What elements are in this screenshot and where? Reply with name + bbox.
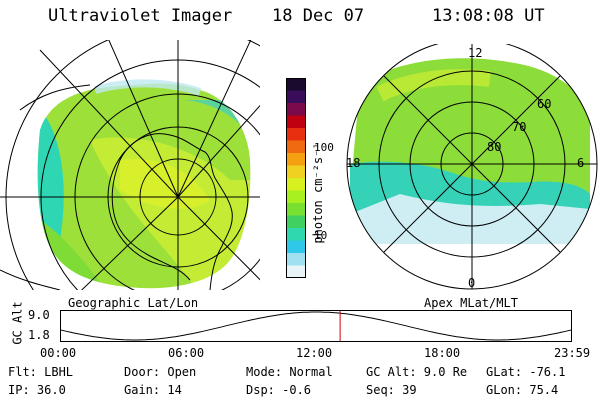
apex-grid [346, 44, 598, 290]
geographic-map [0, 40, 260, 290]
colorbar-swatch [286, 190, 306, 204]
status-mode: Mode: Normal [246, 365, 333, 379]
time-label: 13:08:08 UT [432, 6, 545, 26]
colorbar-unit-label: photon cm⁻²s⁻¹ [311, 142, 325, 244]
colorbar-frame [286, 78, 306, 278]
status-glon: GLon: 75.4 [486, 383, 559, 397]
colorbar-swatch [286, 165, 306, 179]
colorbar-tick-10: 10 [314, 229, 328, 242]
altitude-ylabel: GC Alt [10, 301, 25, 345]
colorbar-swatch [286, 115, 306, 129]
mlat-label-60: 60 [537, 97, 552, 111]
mlt-label-0: 0 [468, 276, 476, 290]
status-door: Door: Open [124, 365, 197, 379]
altitude-plot-frame [60, 310, 572, 342]
date-label: 18 Dec 07 [272, 6, 365, 26]
altitude-ymin: 1.8 [28, 328, 50, 342]
status-glat: GLat: -76.1 [486, 365, 566, 379]
altitude-plot [60, 310, 572, 342]
mlat-label-70: 70 [512, 120, 527, 134]
colorbar-swatch [286, 215, 306, 229]
time-tick-3: 18:00 [424, 346, 461, 360]
colorbar-swatch [286, 140, 306, 154]
colorbar-swatch [286, 240, 306, 254]
time-tick-2: 12:00 [296, 346, 333, 360]
colorbar-swatch [286, 153, 306, 166]
time-tick-0: 00:00 [40, 346, 77, 360]
status-ip: IP: 36.0 [8, 383, 66, 397]
geo-map-caption: Geographic Lat/Lon [68, 296, 199, 310]
mlt-label-12: 12 [468, 46, 483, 60]
status-flt: Flt: LBHL [8, 365, 74, 379]
colorbar-swatch [286, 78, 306, 91]
app-title: Ultraviolet Imager [48, 6, 233, 26]
mlat-label-80: 80 [487, 140, 502, 154]
status-gcalt: GC Alt: 9.0 Re [366, 365, 468, 379]
mlt-label-6: 6 [577, 156, 585, 170]
time-tick-1: 06:00 [168, 346, 205, 360]
altitude-curve [60, 311, 572, 341]
colorbar-swatch [286, 253, 306, 266]
colorbar-swatch [286, 178, 306, 191]
colorbar-swatch [286, 90, 306, 104]
status-gain: Gain: 14 [124, 383, 182, 397]
altitude-ymax: 9.0 [28, 308, 50, 322]
time-tick-4: 23:59 [554, 346, 591, 360]
continent-outline [111, 133, 233, 290]
status-dsp: Dsp: -0.6 [246, 383, 312, 397]
apex-map [346, 44, 598, 290]
status-seq: Seq: 39 [366, 383, 417, 397]
colorbar-swatch [286, 128, 306, 141]
colorbar-tick-100: 100 [314, 141, 334, 154]
colorbar-swatch [286, 265, 306, 278]
colorbar-swatch [286, 228, 306, 241]
geo-grid [0, 40, 260, 290]
colorbar [286, 78, 306, 278]
colorbar-swatch [286, 103, 306, 116]
mlt-label-18: 18 [346, 156, 361, 170]
colorbar-swatch [286, 203, 306, 216]
apex-map-caption: Apex MLat/MLT [424, 296, 518, 310]
